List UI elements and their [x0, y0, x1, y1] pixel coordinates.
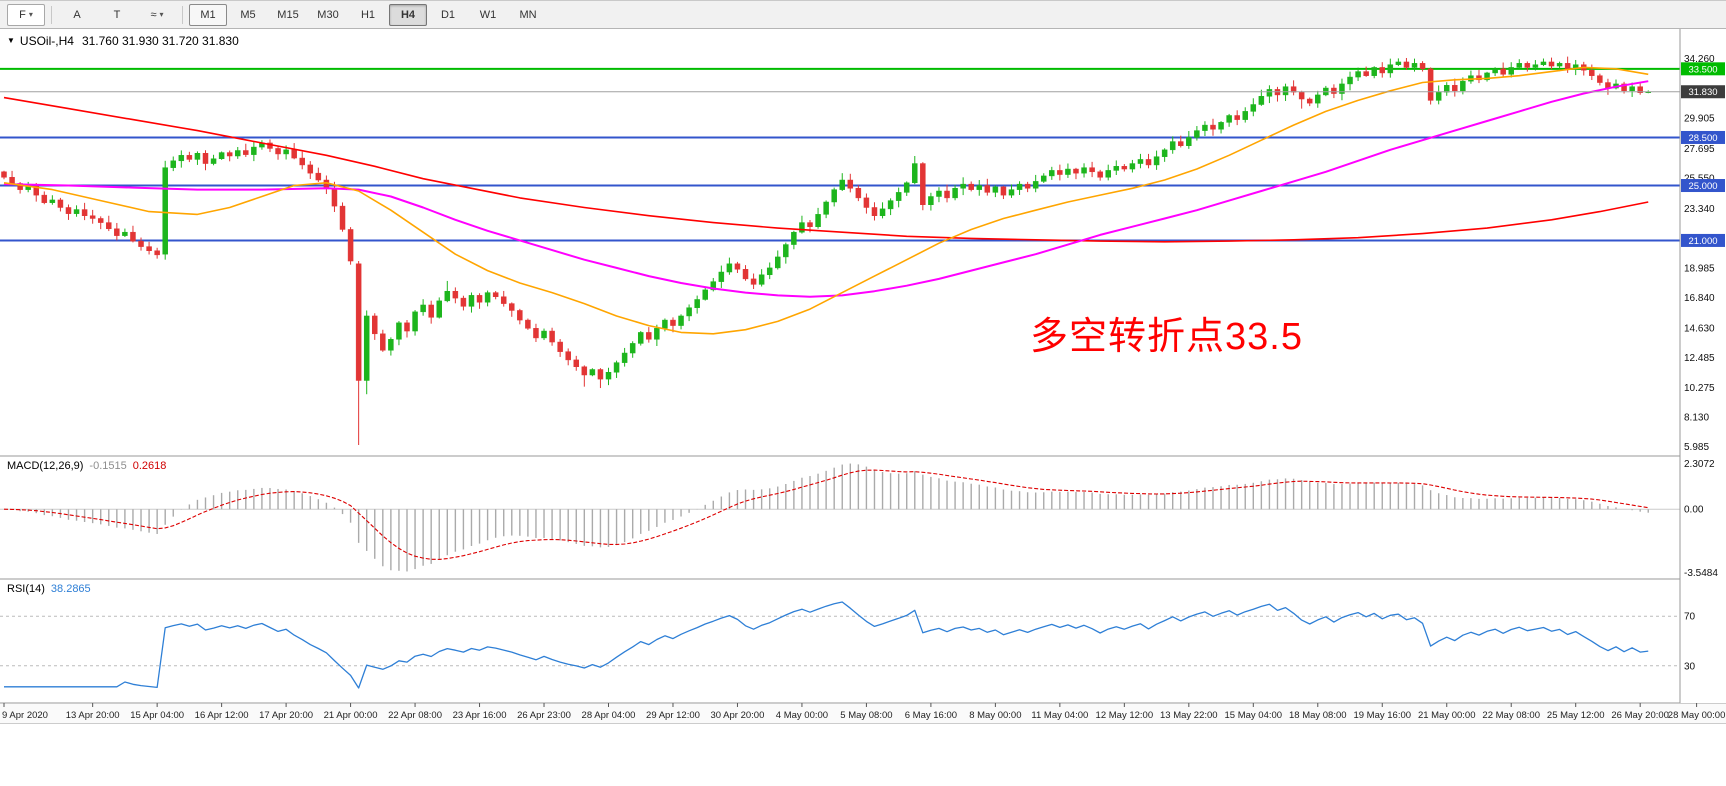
timeframe-m15-button[interactable]: M15 [269, 3, 307, 26]
svg-text:14.630: 14.630 [1684, 323, 1715, 334]
svg-text:23 Apr 16:00: 23 Apr 16:00 [453, 710, 507, 721]
text-tool-button[interactable]: T [98, 3, 136, 26]
chart-window: 34.260 29.905 27.695 25.550 23.340 18.985 16.8… [0, 29, 1726, 786]
level-price-badge: 21.000 [1681, 233, 1725, 247]
svg-text:8 May 00:00: 8 May 00:00 [969, 710, 1021, 721]
macd-histogram [11, 463, 1649, 572]
toolbar-separator [182, 5, 183, 24]
svg-text:21 May 00:00: 21 May 00:00 [1418, 710, 1476, 721]
svg-text:31.830: 31.830 [1688, 87, 1717, 98]
svg-text:27.695: 27.695 [1684, 144, 1715, 155]
main-price-panel[interactable] [0, 56, 1680, 446]
svg-text:28 Apr 04:00: 28 Apr 04:00 [582, 710, 636, 721]
svg-text:33.500: 33.500 [1688, 64, 1717, 75]
macd-panel[interactable] [0, 463, 1680, 572]
svg-text:22 Apr 08:00: 22 Apr 08:00 [388, 710, 442, 721]
svg-text:16.840: 16.840 [1684, 293, 1715, 304]
svg-text:21.000: 21.000 [1688, 236, 1717, 247]
svg-text:11 May 04:00: 11 May 04:00 [1031, 710, 1088, 721]
svg-text:34.260: 34.260 [1684, 54, 1715, 65]
svg-text:5 May 08:00: 5 May 08:00 [840, 710, 892, 721]
svg-text:13 Apr 20:00: 13 Apr 20:00 [66, 710, 120, 721]
level-price-badge: 28.500 [1681, 130, 1725, 144]
toolbar-separator [51, 5, 52, 24]
svg-text:26 Apr 23:00: 26 Apr 23:00 [517, 710, 571, 721]
svg-text:0.00: 0.00 [1684, 505, 1704, 516]
svg-text:21 Apr 00:00: 21 Apr 00:00 [324, 710, 378, 721]
svg-text:25 May 12:00: 25 May 12:00 [1547, 710, 1605, 721]
time-axis[interactable]: 9 Apr 2020 13 Apr 20:00 15 Apr 04:00 16 Apr… [0, 703, 1726, 723]
ma-fast-orange [3, 66, 1649, 335]
timeframe-m1-button[interactable]: M1 [189, 3, 227, 26]
timeframe-h4-button[interactable]: H4 [389, 3, 427, 26]
svg-text:19 May 16:00: 19 May 16:00 [1353, 710, 1411, 721]
cursor-tool-button[interactable]: A [58, 3, 96, 26]
svg-text:13 May 22:00: 13 May 22:00 [1160, 710, 1218, 721]
svg-text:18 May 08:00: 18 May 08:00 [1289, 710, 1347, 721]
svg-text:28 May 00:00: 28 May 00:00 [1668, 710, 1726, 721]
price-scale[interactable]: 34.260 29.905 27.695 25.550 23.340 18.985 16.8… [1679, 29, 1726, 703]
svg-text:5.985: 5.985 [1684, 442, 1709, 453]
svg-text:12 May 12:00: 12 May 12:00 [1096, 710, 1154, 721]
candlestick-series[interactable] [1, 56, 1651, 446]
current-price-badge: 31.830 [1681, 85, 1725, 99]
timeframe-mn-button[interactable]: MN [509, 3, 547, 26]
timeframe-h1-button[interactable]: H1 [349, 3, 387, 26]
svg-text:2.3072: 2.3072 [1684, 459, 1715, 470]
svg-text:30 Apr 20:00: 30 Apr 20:00 [711, 710, 765, 721]
price-chart[interactable]: 34.260 29.905 27.695 25.550 23.340 18.985 16.8… [0, 29, 1726, 786]
level-price-badge: 33.500 [1681, 62, 1725, 76]
svg-text:25.550: 25.550 [1684, 173, 1715, 184]
svg-text:26 May 20:00: 26 May 20:00 [1611, 710, 1669, 721]
svg-text:9 Apr 2020: 9 Apr 2020 [2, 710, 48, 721]
svg-text:4 May 00:00: 4 May 00:00 [776, 710, 828, 721]
moving-average-lines[interactable] [3, 66, 1649, 335]
line-studies-button[interactable]: ≈ ▾ [138, 3, 176, 26]
svg-text:29.905: 29.905 [1684, 114, 1715, 125]
svg-text:23.340: 23.340 [1684, 204, 1715, 215]
svg-text:17 Apr 20:00: 17 Apr 20:00 [259, 710, 313, 721]
svg-text:22 May 08:00: 22 May 08:00 [1482, 710, 1540, 721]
svg-text:15 Apr 04:00: 15 Apr 04:00 [130, 710, 184, 721]
svg-text:10.275: 10.275 [1684, 383, 1715, 394]
svg-text:29 Apr 12:00: 29 Apr 12:00 [646, 710, 700, 721]
svg-text:28.500: 28.500 [1688, 133, 1717, 144]
ma-medium-magenta [3, 80, 1649, 298]
timeframe-d1-button[interactable]: D1 [429, 3, 467, 26]
svg-text:-3.5484: -3.5484 [1684, 568, 1718, 579]
svg-text:6 May 16:00: 6 May 16:00 [905, 710, 957, 721]
chevron-down-icon: ▾ [28, 10, 33, 19]
svg-text:15 May 04:00: 15 May 04:00 [1225, 710, 1283, 721]
svg-text:30: 30 [1684, 661, 1696, 672]
symbol-combo-button[interactable]: F ▾ [7, 3, 45, 26]
svg-text:25.000: 25.000 [1688, 181, 1717, 192]
toolbar: F ▾ A T ≈ ▾ M1 M5 M15 M30 H1 H4 D1 W1 MN [0, 1, 1726, 29]
ma-slow-red [3, 96, 1649, 243]
timeframe-m30-button[interactable]: M30 [309, 3, 347, 26]
rsi-panel[interactable] [0, 601, 1680, 689]
rsi-line [4, 601, 1649, 689]
svg-text:8.130: 8.130 [1684, 413, 1709, 424]
svg-text:70: 70 [1684, 612, 1696, 623]
timeframe-m5-button[interactable]: M5 [229, 3, 267, 26]
level-price-badge: 25.000 [1681, 179, 1725, 193]
timeframe-w1-button[interactable]: W1 [469, 3, 507, 26]
svg-text:12.485: 12.485 [1684, 353, 1715, 364]
chevron-down-icon: ▾ [159, 10, 164, 19]
svg-text:16 Apr 12:00: 16 Apr 12:00 [195, 710, 249, 721]
svg-text:18.985: 18.985 [1684, 264, 1715, 275]
